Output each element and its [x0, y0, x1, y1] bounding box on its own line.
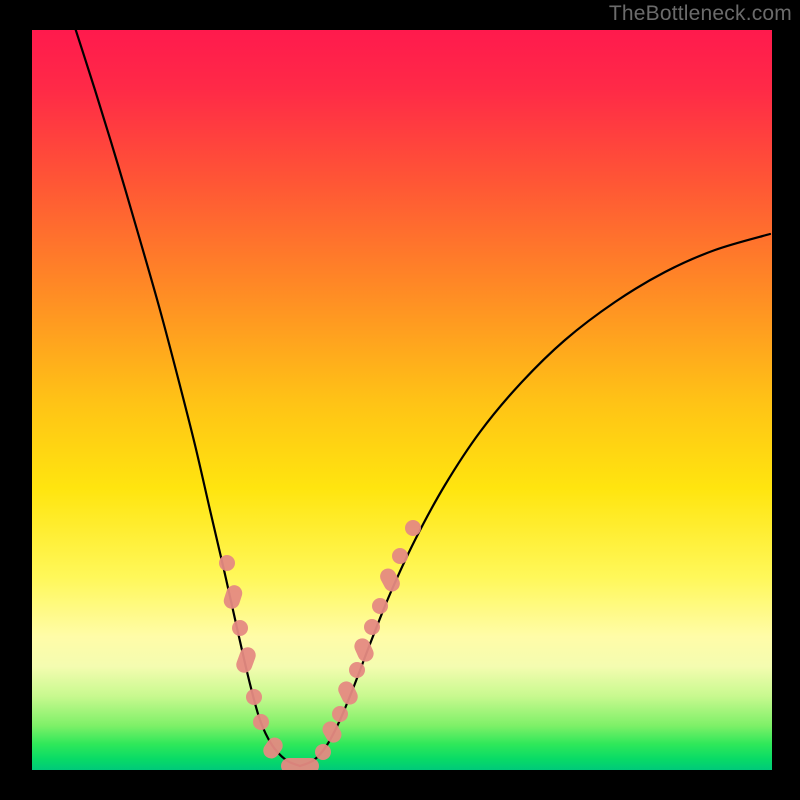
marker-dot	[372, 598, 388, 614]
marker-capsule	[281, 758, 319, 774]
marker-capsule	[336, 679, 361, 708]
v-curve-left	[68, 6, 300, 766]
marker-capsule	[377, 566, 402, 595]
marker-dot	[405, 520, 421, 536]
marker-capsule	[222, 583, 245, 611]
marker-dot	[232, 620, 248, 636]
data-markers	[219, 520, 421, 774]
marker-capsule	[320, 718, 345, 745]
marker-dot	[349, 662, 365, 678]
chart-stage: TheBottleneck.com	[0, 0, 800, 800]
marker-dot	[253, 714, 269, 730]
marker-capsule	[234, 645, 258, 675]
marker-dot	[392, 548, 408, 564]
marker-dot	[315, 744, 331, 760]
marker-dot	[219, 555, 235, 571]
marker-dot	[246, 689, 262, 705]
watermark-text: TheBottleneck.com	[609, 2, 792, 26]
chart-svg	[0, 0, 800, 800]
v-curve-right	[300, 234, 770, 766]
marker-dot	[364, 619, 380, 635]
marker-dot	[332, 706, 348, 722]
